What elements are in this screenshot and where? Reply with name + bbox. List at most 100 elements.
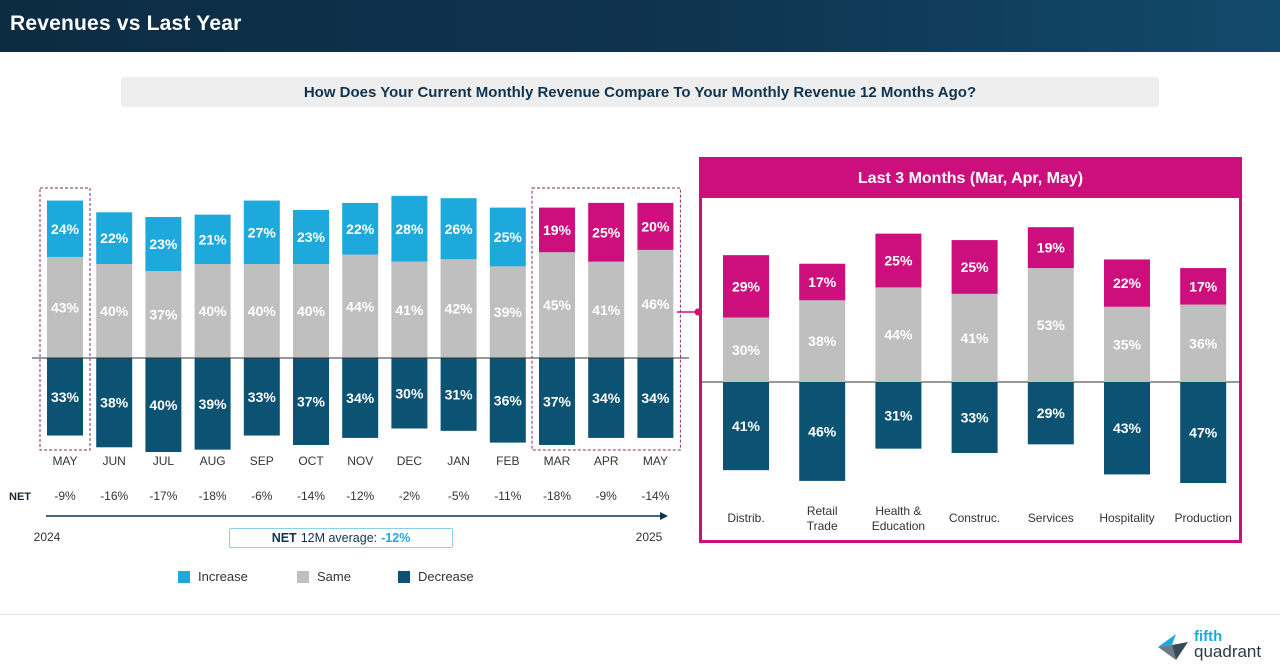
panel-category-label: Health & Education [872,504,925,533]
x-tick-label: MAY [643,454,668,468]
data-label-increase: 26% [445,221,474,237]
panel-category-label: Construc. [949,511,1000,525]
data-label-same: 41% [592,302,621,318]
data-label-decrease: 30% [395,385,424,401]
bar-same [588,261,625,358]
data-label-same: 40% [297,303,326,319]
panel-data-label-decrease: 41% [732,418,761,434]
panel-data-label-same: 38% [808,333,837,349]
x-tick-label: APR [594,454,619,468]
panel-bar-increase [1104,259,1150,307]
bar-increase [145,217,182,272]
bar-increase [342,202,379,255]
panel-bar-decrease [951,382,998,453]
data-label-decrease: 34% [346,390,375,406]
data-label-decrease: 33% [248,389,277,405]
panel-bar-same [875,287,922,382]
panel-bar-decrease [875,382,922,449]
last-3-months-panel: Last 3 Months (Mar, Apr, May) [699,157,1242,543]
bar-same [342,254,379,358]
panel-bar-increase [1180,268,1227,305]
legend-swatch-increase [178,570,190,583]
net-value: -16% [100,489,128,503]
panel-data-label-increase: 22% [1113,275,1142,291]
net-average-label: 12M average: [300,531,378,545]
panel-bar-increase [1027,227,1074,269]
logo-text-fifth: fifth [1194,628,1223,645]
bar-decrease [539,358,575,445]
net-value: -17% [149,489,177,503]
bar-increase [637,202,674,250]
highlight-box-may-2024 [39,187,91,451]
data-label-decrease: 34% [592,390,621,406]
data-label-same: 37% [149,307,178,323]
net-value: -5% [448,489,470,503]
bar-decrease [243,358,280,436]
panel-category-label: Hospitality [1099,511,1154,525]
panel-data-label-same: 41% [961,330,990,346]
panel-bar-same [951,293,998,382]
bar-decrease [47,358,83,436]
footer-divider [0,614,1280,615]
panel-bar-decrease [799,382,846,481]
bar-increase [47,200,83,257]
panel-bar-increase [951,240,998,294]
x-tick-label: JUN [103,454,126,468]
bar-increase [539,207,575,253]
data-label-same: 44% [346,298,375,314]
data-label-increase: 23% [297,229,326,245]
data-label-same: 40% [199,303,228,319]
data-label-increase: 28% [395,221,424,237]
legend-same: Same [297,569,351,584]
x-tick-label: JAN [447,454,470,468]
logo-text-quadrant: quadrant [1194,642,1262,661]
data-label-decrease: 40% [149,397,178,413]
x-tick-label: MAY [52,454,77,468]
panel-category-label: Retail Trade [807,504,838,533]
legend-increase: Increase [178,569,248,584]
bar-increase [391,195,428,262]
data-label-decrease: 34% [641,390,670,406]
panel-data-label-increase: 25% [961,259,990,275]
panel-bar-decrease [1027,382,1074,445]
data-label-increase: 22% [100,230,129,246]
data-label-decrease: 37% [297,393,326,409]
panel-bar-decrease [1180,382,1227,484]
net-value: -6% [251,489,273,503]
panel-connector-dot [694,308,702,316]
data-label-decrease: 37% [543,393,572,409]
charts-canvas: 33% 43% 24% MAY -9% 38% 40% 22% JUN -16% 40% 37% 23%… [9,187,1239,544]
data-label-decrease: 31% [445,386,474,402]
net-value: -11% [494,489,521,503]
panel-bar-increase [799,263,846,301]
panel-data-label-same: 36% [1189,335,1218,351]
data-label-decrease: 36% [494,392,523,408]
panel-data-label-decrease: 33% [961,409,990,425]
bar-same [637,249,674,358]
bar-decrease [96,358,133,448]
panel-bar-decrease [723,382,769,471]
x-tick-label: JUL [153,454,175,468]
fifth-quadrant-logo: fifth quadrant [1156,628,1274,666]
bar-decrease [293,358,329,445]
panel-bar-same [799,300,846,382]
x-tick-label: MAR [544,454,571,468]
year-end-label: 2025 [636,530,663,544]
bar-decrease [391,358,428,429]
bar-same [440,259,477,358]
bar-decrease [342,358,379,438]
x-tick-label: DEC [397,454,423,468]
panel-data-label-decrease: 29% [1037,405,1066,421]
data-label-same: 40% [248,303,277,319]
bar-decrease [194,358,231,450]
net-value: -9% [596,489,618,503]
data-label-same: 40% [100,303,129,319]
net-average-value: -12% [381,531,411,545]
bar-increase [489,207,526,267]
bar-same [145,271,182,358]
timeline-arrow-icon [660,512,668,520]
bar-same [391,261,428,358]
x-tick-label: SEP [250,454,274,468]
legend-swatch-same [297,570,309,583]
data-label-increase: 25% [494,229,523,245]
